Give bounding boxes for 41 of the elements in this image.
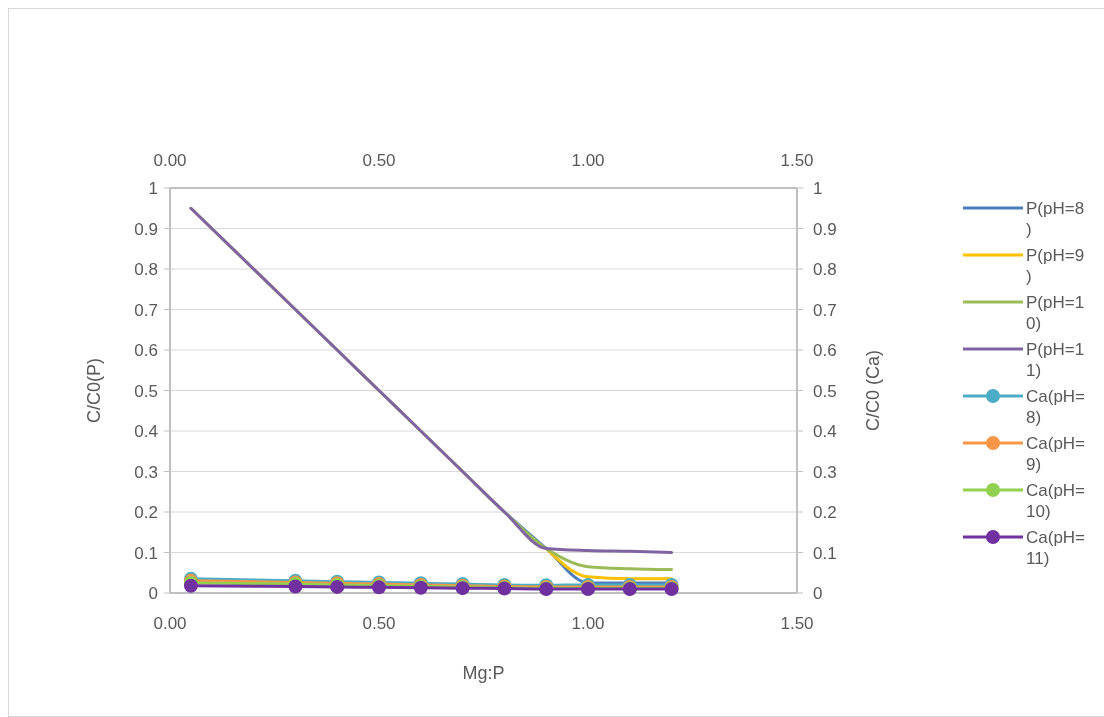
legend-label: Ca(pH=10)	[1026, 481, 1086, 521]
x-tick-label: 1.50	[780, 151, 814, 170]
x2-tick-label: 0.50	[362, 614, 396, 633]
y-tick-label: 0.2	[134, 503, 158, 522]
x2-tick-label: 0.00	[153, 614, 187, 633]
legend-label: Ca(pH=9)	[1026, 434, 1086, 474]
y-tick-label: 1	[148, 179, 158, 198]
y2-tick-label: 0.9	[813, 219, 837, 239]
x-axis-title: Mg:P	[462, 663, 505, 683]
y-tick-label: 0.5	[134, 381, 158, 401]
y2-tick-label: 0.4	[813, 422, 837, 441]
y-tick-label: 0.1	[134, 543, 158, 563]
y2-tick-label: 0.7	[813, 300, 837, 320]
legend-label: P(pH=11)	[1026, 340, 1085, 380]
y2-tick-label: 0	[813, 584, 823, 603]
x-tick-label: 0.00	[153, 151, 187, 170]
legend-label: Ca(pH=11)	[1026, 528, 1086, 568]
y2-tick-label: 1	[813, 179, 823, 198]
x-tick-label: 1.00	[571, 151, 605, 170]
x-tick-label: 0.50	[362, 151, 396, 170]
y2-tick-label: 0.8	[813, 260, 837, 279]
x2-tick-label: 1.00	[571, 614, 605, 633]
y-axis-title: C/C0(P)	[84, 357, 104, 424]
y-tick-label: 0.4	[134, 422, 158, 441]
x2-tick-label: 1.50	[780, 614, 814, 633]
y-tick-label: 0.8	[134, 260, 158, 279]
y-tick-label: 0	[148, 584, 158, 603]
y2-tick-label: 0.1	[813, 543, 837, 563]
y2-tick-label: 0.5	[813, 381, 837, 401]
y2-tick-label: 0.3	[813, 462, 837, 482]
y-tick-label: 0.6	[134, 341, 158, 360]
legend-label: P(pH=8)	[1026, 199, 1085, 239]
y-tick-label: 0.7	[134, 300, 158, 320]
y2-axis-title: C/C0 (Ca)	[863, 349, 883, 432]
legend-label: Ca(pH=8)	[1026, 387, 1086, 427]
legend-label: P(pH=10)	[1026, 293, 1085, 333]
y2-tick-label: 0.6	[813, 341, 837, 360]
y-tick-label: 0.9	[134, 219, 158, 239]
y2-tick-label: 0.2	[813, 503, 837, 522]
y-tick-label: 0.3	[134, 462, 158, 482]
legend-label: P(pH=9)	[1026, 246, 1085, 286]
